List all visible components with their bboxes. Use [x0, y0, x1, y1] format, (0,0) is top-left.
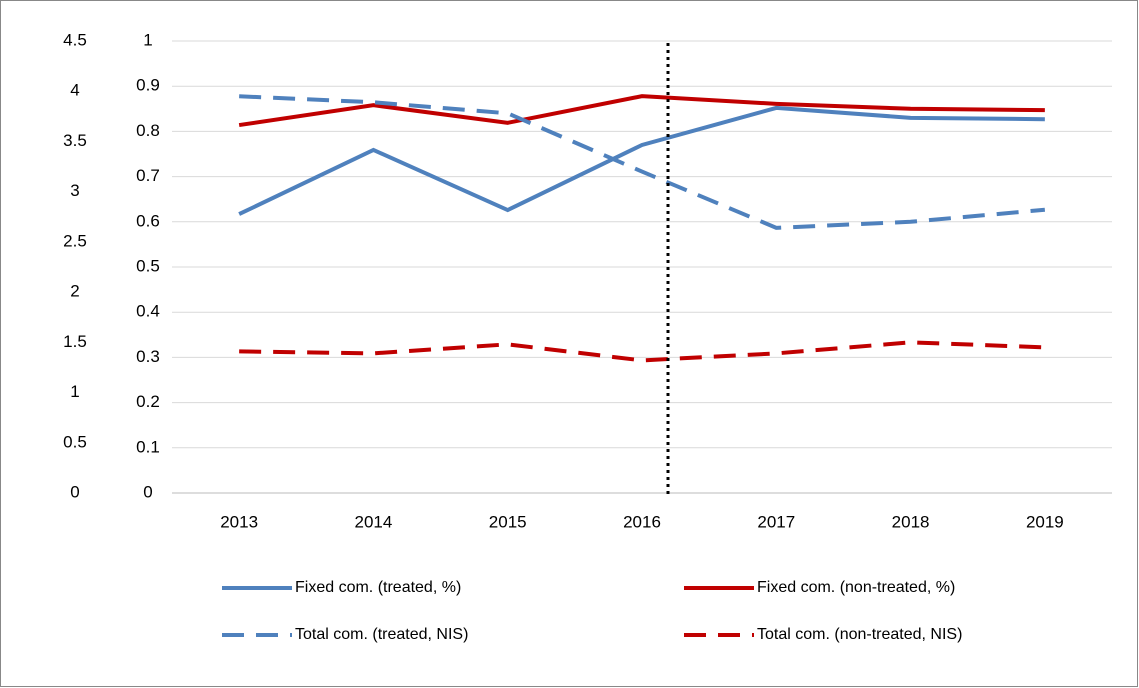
series-line [238, 94, 1045, 128]
y2-tick-label: 0 [70, 482, 79, 501]
y2-tick-label: 0.5 [63, 432, 87, 451]
x-tick-label: 2015 [489, 512, 527, 531]
x-tick-label: 2017 [757, 512, 795, 531]
y-tick-label: 0.8 [136, 121, 160, 140]
legend-label: Fixed com. (treated, %) [295, 579, 461, 596]
x-tick-label: 2018 [892, 512, 930, 531]
legend-label: Total com. (non-treated, NIS) [757, 626, 962, 643]
y-tick-label: 0.2 [136, 392, 160, 411]
y-tick-label: 1 [143, 30, 152, 49]
y2-tick-label: 1.5 [63, 332, 87, 351]
y2-tick-label: 4.5 [63, 30, 87, 49]
x-tick-label: 2016 [623, 512, 661, 531]
y-tick-label: 0.5 [136, 256, 160, 275]
y-tick-label: 0 [143, 482, 152, 501]
y-tick-label: 0.3 [136, 347, 160, 366]
series-line [239, 94, 1046, 230]
y2-tick-label: 2 [70, 282, 79, 301]
y2-tick-label: 3.5 [63, 131, 87, 150]
y2-tick-label: 3 [70, 181, 79, 200]
y2-tick-label: 2.5 [63, 231, 87, 250]
y-tick-label: 0.1 [136, 437, 160, 456]
y-tick-label: 0.4 [136, 302, 160, 321]
legend-label: Fixed com. (non-treated, %) [757, 579, 955, 596]
x-tick-label: 2014 [355, 512, 393, 531]
x-tick-label: 2019 [1026, 512, 1064, 531]
y-tick-label: 0.6 [136, 211, 160, 230]
y-tick-label: 0.9 [136, 76, 160, 95]
legend-label: Total com. (treated, NIS) [295, 626, 468, 643]
y-tick-label: 0.7 [136, 166, 160, 185]
y2-tick-label: 1 [70, 382, 79, 401]
series-line [238, 105, 1045, 216]
y2-tick-label: 4 [70, 81, 79, 100]
x-tick-label: 2013 [220, 512, 258, 531]
